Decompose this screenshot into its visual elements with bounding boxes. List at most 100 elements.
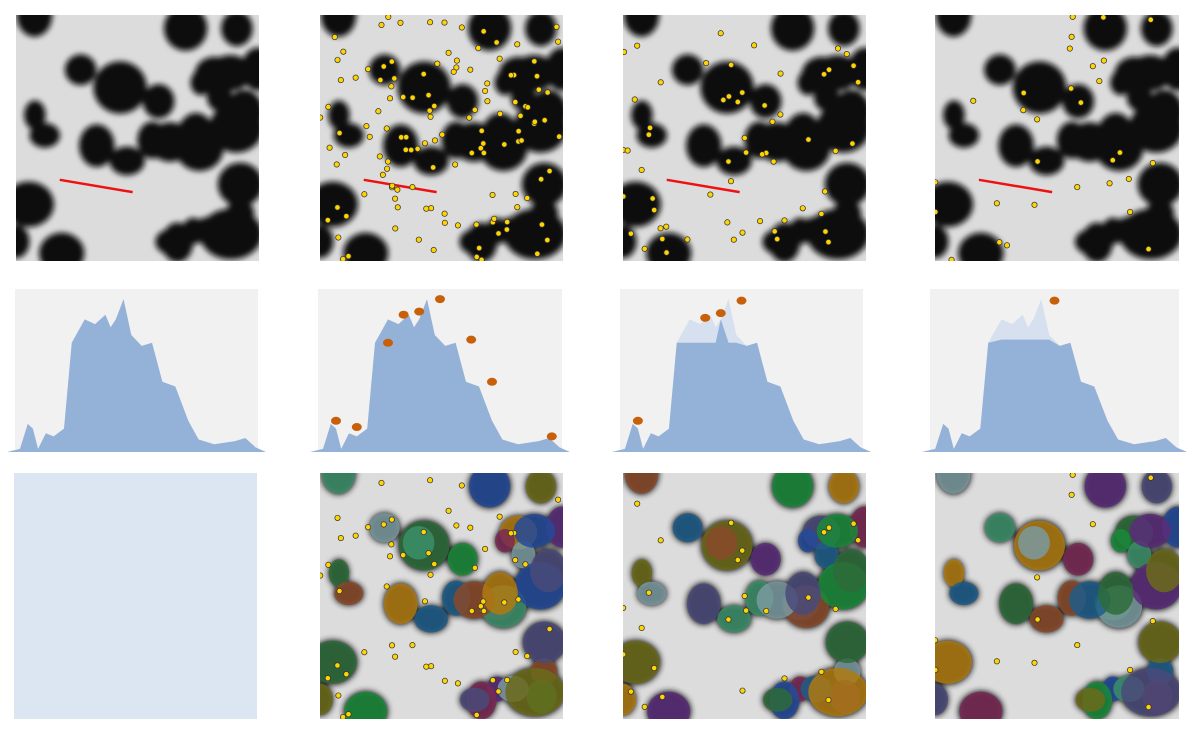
marker-point — [657, 79, 664, 86]
marker-point — [427, 571, 434, 578]
peak-marker — [632, 416, 643, 425]
blob — [109, 146, 145, 176]
blob — [467, 15, 512, 51]
marker-point — [634, 500, 641, 507]
blob — [512, 55, 557, 91]
marker-point — [423, 663, 430, 670]
marker-point — [663, 249, 670, 256]
marker-point — [1069, 473, 1076, 478]
marker-point — [493, 39, 500, 46]
marker-point — [427, 19, 434, 26]
marker-point — [717, 30, 724, 37]
marker-point — [402, 146, 409, 153]
profile-area — [7, 299, 266, 452]
segment-region — [624, 473, 659, 494]
profile-line — [59, 178, 133, 194]
segment-region — [328, 559, 350, 587]
marker-point — [849, 140, 856, 147]
marker-point — [480, 598, 487, 605]
segment-region — [1084, 473, 1127, 508]
segment-region — [717, 605, 751, 633]
marker-point — [333, 161, 340, 168]
marker-point — [724, 219, 731, 226]
segment-region — [750, 542, 781, 576]
blob — [1097, 112, 1135, 158]
segment-region — [344, 691, 388, 719]
intensity-profile-plot — [922, 289, 1187, 453]
blob — [343, 232, 389, 261]
marker-point — [495, 688, 502, 695]
marker-point — [336, 587, 343, 595]
marker-point — [388, 516, 395, 523]
marker-point — [825, 238, 832, 246]
marker-point — [1100, 57, 1107, 64]
marker-point — [340, 255, 347, 261]
marker-point — [739, 229, 746, 236]
segment-region — [959, 691, 1003, 719]
marker-point — [826, 66, 833, 73]
marker-point — [378, 21, 385, 29]
marker-point — [627, 688, 634, 695]
marker-point — [427, 113, 434, 120]
marker-point — [425, 550, 432, 557]
marker-point — [649, 195, 656, 202]
marker-point — [431, 561, 438, 568]
marker-point — [325, 103, 332, 110]
peak-marker — [414, 307, 425, 316]
marker-point — [484, 98, 491, 105]
marker-point — [627, 230, 634, 237]
marker-point — [453, 57, 460, 64]
segment-region — [469, 473, 511, 508]
blob — [208, 55, 253, 91]
marker-point — [821, 188, 829, 195]
marker-point — [400, 552, 407, 559]
peak-marker — [331, 416, 341, 425]
marker-point — [535, 86, 542, 93]
marker-point — [533, 73, 541, 80]
marker-point — [743, 607, 750, 614]
marker-point — [480, 607, 487, 615]
marker-point — [385, 15, 392, 21]
marker-point — [541, 117, 548, 124]
marker-point — [546, 167, 553, 175]
marker-point — [634, 42, 641, 49]
marker-point — [423, 205, 430, 212]
blob — [1137, 162, 1179, 207]
marker-point — [1074, 642, 1081, 649]
marker-point — [855, 537, 862, 544]
marker-point — [855, 79, 862, 86]
blob — [623, 181, 661, 227]
marker-point — [458, 24, 465, 31]
marker-point — [504, 676, 511, 684]
marker-point — [408, 146, 415, 154]
marker-point — [468, 607, 475, 615]
marker-point — [531, 58, 538, 65]
marker-point — [507, 530, 515, 537]
segment-region — [1018, 525, 1050, 560]
profile-area — [310, 299, 570, 452]
marker-point — [471, 564, 478, 571]
segment-region — [808, 667, 866, 717]
segment-region — [828, 473, 859, 504]
marker-point — [476, 244, 483, 252]
marker-point — [638, 166, 645, 174]
marker-point — [771, 228, 778, 235]
segment-region — [383, 583, 418, 625]
grayscale-image — [935, 15, 1179, 261]
marker-point — [935, 666, 939, 674]
marker-point — [821, 529, 828, 536]
marker-point — [431, 137, 438, 144]
marker-point — [387, 553, 394, 560]
blob — [320, 224, 334, 259]
marker-point — [805, 136, 812, 143]
marker-point — [657, 225, 664, 232]
blob — [190, 70, 212, 96]
marker-point — [741, 592, 748, 600]
blob — [383, 124, 419, 168]
marker-point — [1127, 208, 1134, 216]
marker-point — [538, 221, 545, 228]
marker-point — [623, 193, 627, 200]
segment-region — [1063, 542, 1094, 576]
peak-marker — [398, 310, 409, 319]
segment-region — [647, 691, 691, 719]
